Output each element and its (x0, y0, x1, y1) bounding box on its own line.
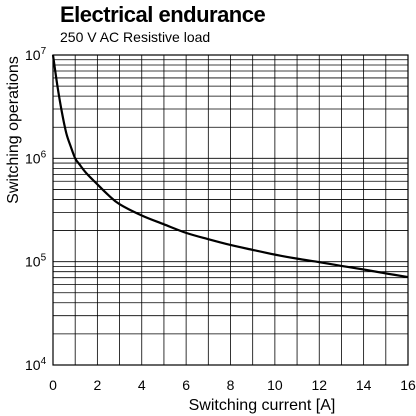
y-tick-label: 107 (25, 46, 47, 63)
x-axis-label: Switching current [A] (189, 397, 336, 414)
y-tick-label: 105 (25, 253, 47, 270)
endurance-curve (51, 54, 409, 279)
x-tick-label: 8 (227, 377, 235, 393)
y-axis-label: Switching operations (5, 56, 22, 204)
x-tick-labels: 0 2 4 6 8 10 12 14 16 (49, 377, 416, 393)
x-tick-label: 0 (49, 377, 57, 393)
y-tick-labels: 104 105 106 107 (25, 46, 47, 373)
y-tick-label: 106 (25, 149, 47, 166)
grid (53, 55, 408, 365)
x-tick-label: 4 (138, 377, 146, 393)
curve-layer (51, 54, 409, 279)
x-tick-label: 16 (400, 377, 416, 393)
x-tick-label: 6 (182, 377, 190, 393)
x-tick-label: 2 (93, 377, 101, 393)
x-tick-label: 12 (311, 377, 327, 393)
chart-title: Electrical endurance (60, 2, 266, 27)
plot-frame (52, 54, 409, 366)
x-tick-label: 14 (356, 377, 372, 393)
y-tick-label: 104 (25, 356, 47, 373)
chart-subtitle: 250 V AC Resistive load (60, 29, 211, 45)
x-tick-label: 10 (267, 377, 283, 393)
